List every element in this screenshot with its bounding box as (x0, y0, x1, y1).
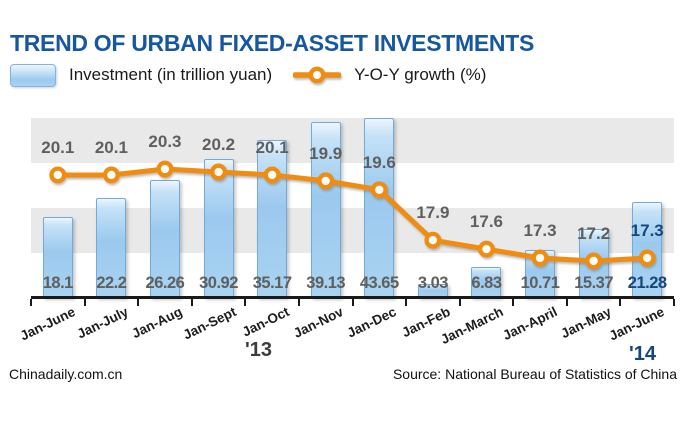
investment-value-label: 22.2 (96, 274, 127, 292)
growth-marker-jan-sept (210, 163, 227, 181)
category-label-jan-june: Jan-June (606, 304, 667, 344)
growth-marker-jan-nov (317, 172, 335, 190)
investment-value-label: 15.37 (574, 274, 614, 292)
category-label-jan-oct: Jan-Oct (239, 304, 292, 340)
bar-jan-march (471, 267, 502, 298)
growth-value-label: 20.1 (255, 137, 289, 157)
investment-value-label: 3.03 (417, 274, 449, 292)
axis-tick (673, 299, 675, 306)
bar-jan-nov (310, 121, 341, 298)
investment-value-label: 35.17 (252, 274, 292, 292)
investment-value-label: 6.83 (471, 274, 502, 292)
bar-jan-sept (203, 158, 234, 298)
axis-tick (244, 299, 247, 306)
growth-value-label: 19.6 (362, 152, 396, 172)
bar-jan-dec (364, 118, 395, 298)
axis-tick (512, 299, 515, 306)
category-label-jan-june: Jan-June (17, 304, 78, 344)
growth-value-label: 17.2 (577, 223, 611, 243)
axis-tick (458, 299, 461, 306)
growth-marker-jan-april (531, 249, 549, 267)
investment-value-label: 21.28 (627, 274, 667, 292)
legend: Investment (in trillion yuan) Y-O-Y grow… (10, 62, 486, 88)
year-label-13: '13 (245, 339, 273, 361)
axis-tick (405, 299, 408, 306)
growth-line-swatch-icon (292, 64, 342, 86)
legend-investment-label: Investment (in trillion yuan) (69, 65, 273, 84)
axis-tick (619, 299, 622, 306)
growth-value-label: 17.3 (630, 220, 664, 240)
site-credit: Chinadaily.com.cn (9, 366, 123, 382)
investment-value-label: 43.65 (359, 274, 399, 292)
axis-tick (137, 299, 140, 306)
growth-marker-jan-june (49, 166, 67, 184)
category-label-jan-may: Jan-May (558, 304, 614, 342)
x-axis-line (31, 296, 674, 299)
category-label-jan-april: Jan-April (500, 304, 560, 344)
axis-tick (565, 299, 568, 306)
axis-tick (190, 299, 193, 306)
bar-jan-oct (257, 139, 288, 298)
growth-value-label: 19.9 (309, 143, 343, 163)
source-credit: Source: National Bureau of Statistics of… (392, 366, 677, 382)
growth-marker-jan-july (102, 166, 120, 184)
chart-title: TREND OF URBAN FIXED-ASSET INVESTMENTS (10, 30, 535, 56)
growth-value-label: 17.6 (469, 212, 503, 232)
growth-value-label: 20.1 (94, 137, 128, 157)
growth-marker-jan-dec (370, 181, 388, 199)
growth-value-label: 20.1 (41, 137, 75, 157)
year-label-14: '14 (629, 343, 657, 365)
bar-jan-feb (417, 284, 448, 298)
plot-area: 20.1 20.1 20.3 20.2 20.1 19.9 19.6 17.9 17.6 17.3… (31, 118, 674, 298)
bar-jan-aug (149, 179, 180, 298)
growth-marker-jan-feb (424, 231, 442, 249)
growth-value-label: 17.3 (523, 220, 557, 240)
growth-line (49, 160, 656, 270)
investment-value-label: 10.71 (520, 274, 560, 292)
category-label-jan-july: Jan-July (75, 304, 131, 342)
investment-value-label: 26.26 (145, 274, 185, 292)
investment-bar-swatch-icon (10, 63, 56, 87)
growth-marker-jan-march (478, 240, 495, 258)
investment-value-label: 30.92 (199, 274, 238, 292)
growth-value-label: 20.2 (201, 134, 236, 154)
axis-tick (83, 299, 86, 306)
axis-tick (30, 299, 32, 306)
growth-marker-jan-may (585, 252, 603, 270)
category-label-jan-nov: Jan-Nov (290, 304, 346, 341)
growth-marker-jan-aug (156, 160, 174, 178)
investment-value-label: 18.1 (42, 274, 74, 292)
investment-value-label: 39.13 (306, 274, 346, 292)
growth-value-label: 20.3 (148, 132, 182, 151)
bar-jan-july (96, 198, 127, 298)
legend-growth-label: Y-O-Y growth (%) (354, 65, 487, 84)
category-label-jan-aug: Jan-Aug (129, 304, 185, 342)
category-label-jan-dec: Jan-Dec (345, 304, 399, 341)
axis-tick (351, 299, 354, 306)
category-label-jan-sept: Jan-Sept (180, 304, 239, 343)
bar-jan-june (42, 216, 73, 298)
axis-tick (297, 299, 300, 306)
growth-marker-jan-june (638, 249, 656, 267)
growth-value-label: 17.9 (416, 203, 450, 223)
growth-marker-jan-oct (263, 166, 281, 184)
